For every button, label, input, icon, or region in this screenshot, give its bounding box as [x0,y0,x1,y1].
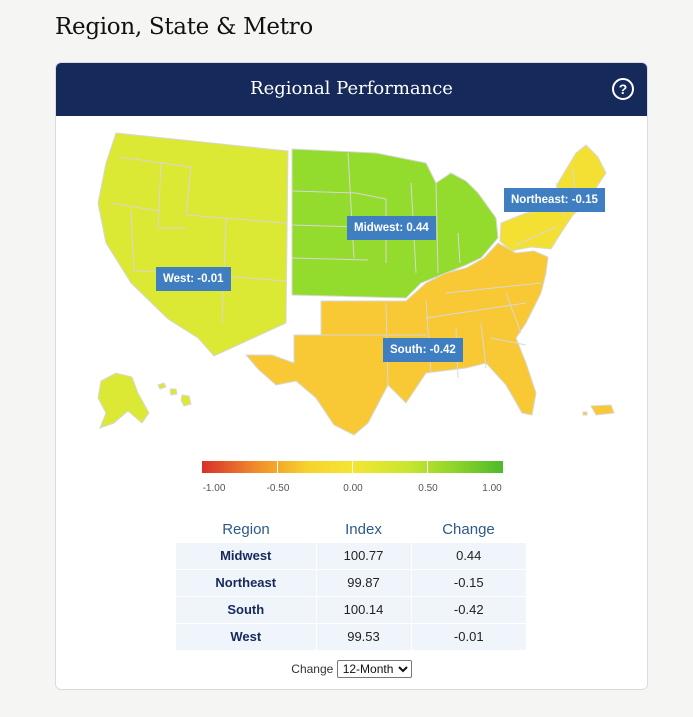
region-label-midwest[interactable]: Midwest: 0.44 [347,216,436,240]
table-cell-change: -0.42 [410,595,526,623]
question-circle-icon[interactable]: ? [612,78,634,100]
table-cell-region: South [176,595,316,623]
table-cell-region: Northeast [176,568,316,596]
region-table: Region Index Change Midwest 100.77 0.44 … [176,518,526,650]
legend-label: 0.00 [343,483,363,494]
table-row: South 100.14 -0.42 [176,595,526,623]
us-region-map: West: -0.01 Midwest: 0.44 Northeast: -0.… [86,123,626,448]
table-cell-index: 99.87 [315,568,411,596]
table-cell-index: 99.53 [315,622,411,650]
change-period-control: Change 12-Month [56,660,647,678]
card-header: Regional Performance ? [56,63,647,116]
table-cell-change: 0.44 [410,541,526,569]
regional-performance-card: Regional Performance ? [55,62,648,690]
legend-label: 0.50 [418,483,438,494]
table-cell-change: -0.01 [410,622,526,650]
column-header-change: Change [442,521,495,539]
column-header-region: Region [222,521,270,539]
legend-tick-mark [352,461,353,473]
region-label-south[interactable]: South: -0.42 [383,338,463,362]
region-label-west[interactable]: West: -0.01 [156,267,231,291]
period-select[interactable]: 12-Month [336,660,412,678]
table-cell-index: 100.14 [315,595,411,623]
legend-tick-mark [277,461,278,473]
column-header-index: Index [345,521,382,539]
change-label: Change [291,662,334,676]
legend-label: -0.50 [266,483,290,494]
table-row: Northeast 99.87 -0.15 [176,568,526,596]
legend-label: -1.00 [202,483,226,494]
table-row: West 99.53 -0.01 [176,622,526,650]
table-cell-region: Midwest [176,541,316,569]
card-title: Regional Performance [250,78,453,99]
table-cell-region: West [176,622,316,650]
table-cell-index: 100.77 [315,541,411,569]
page-title: Region, State & Metro [55,14,313,40]
table-cell-change: -0.15 [410,568,526,596]
region-label-northeast[interactable]: Northeast: -0.15 [504,188,605,212]
legend-label: 1.00 [482,483,502,494]
legend-tick-mark [427,461,428,473]
table-row: Midwest 100.77 0.44 [176,541,526,569]
map-region-west[interactable] [97,132,289,429]
